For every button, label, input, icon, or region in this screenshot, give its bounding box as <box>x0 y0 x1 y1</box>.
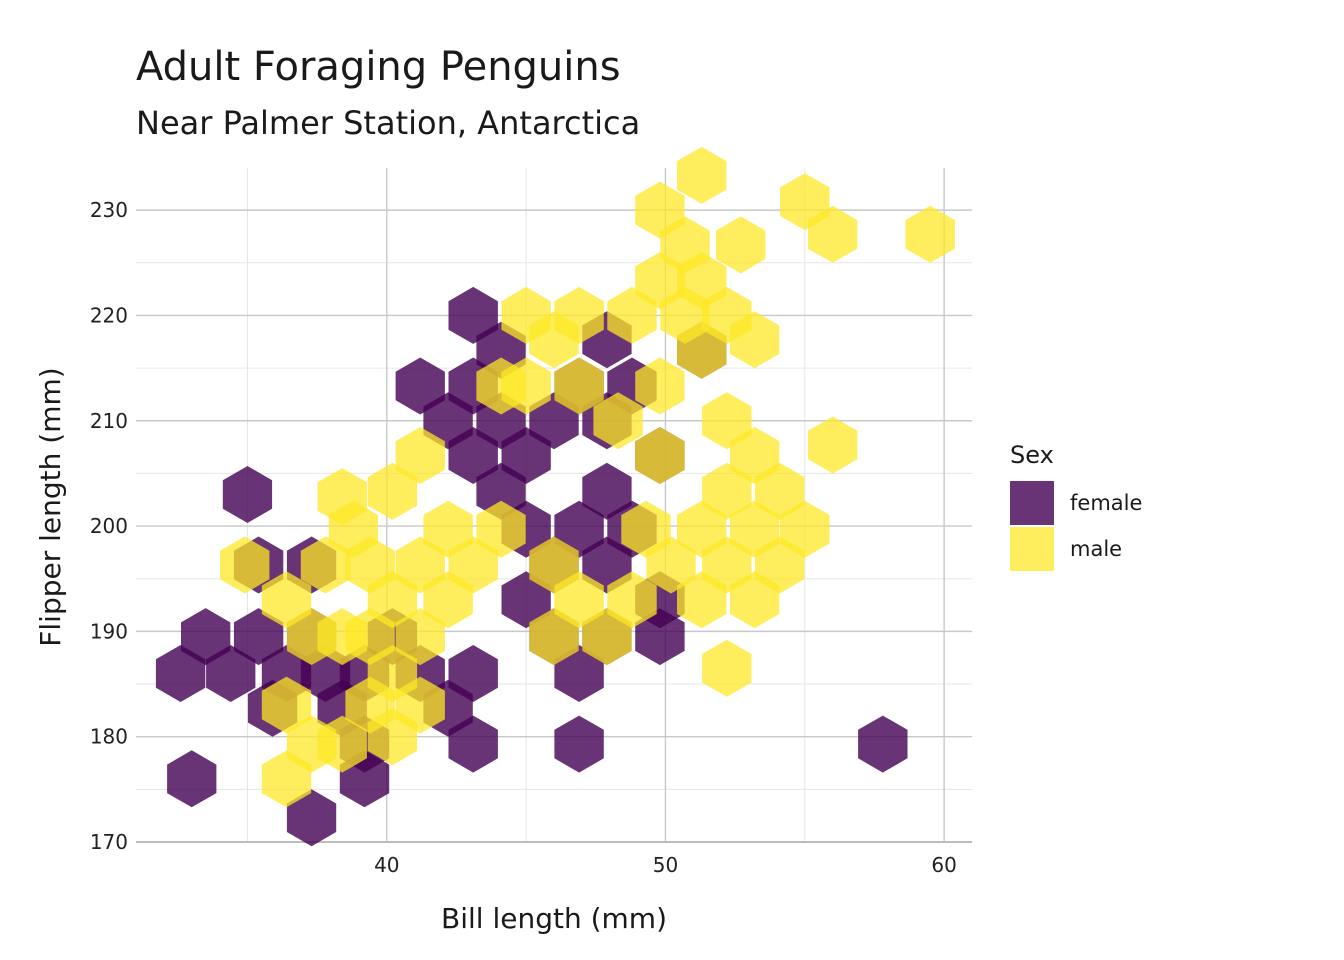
male-hex-bin <box>261 571 312 629</box>
y-tick-label: 180 <box>90 725 128 749</box>
male-hex-bin <box>716 216 766 274</box>
female-hex-bin <box>181 608 231 666</box>
y-tick-label: 210 <box>90 409 128 433</box>
male-hex-bin <box>395 536 445 594</box>
y-tick-label: 170 <box>90 830 128 854</box>
legend-swatch-female <box>1010 481 1054 525</box>
female-hex-bin <box>476 462 526 520</box>
female-hex-bin <box>554 715 604 773</box>
legend-swatch-male <box>1010 527 1054 571</box>
male-hexbins <box>220 146 955 808</box>
male-hex-bin <box>730 500 780 558</box>
y-tick-label: 230 <box>90 198 128 222</box>
male-hex-bin <box>395 427 445 484</box>
x-tick-label: 40 <box>374 853 399 877</box>
female-hex-bin <box>448 427 498 484</box>
male-hex-bin <box>677 146 727 204</box>
x-axis-ticks: 40 50 60 <box>374 853 957 877</box>
male-hex-bin <box>635 357 685 415</box>
female-hex-bin <box>858 715 908 773</box>
male-hex-bin <box>702 392 752 450</box>
male-hex-bin <box>677 500 727 558</box>
male-hex-bin <box>905 205 955 263</box>
male-hex-bin <box>367 571 418 629</box>
male-hex-bin <box>808 416 858 474</box>
female-hex-bin <box>448 715 498 773</box>
male-hex-bin <box>780 500 830 558</box>
female-hex-bin <box>554 500 604 558</box>
male-hex-bin <box>476 500 526 558</box>
male-hex-bin <box>702 536 752 594</box>
female-hex-bin <box>448 645 498 702</box>
male-hex-bin <box>448 536 498 594</box>
male-hex-bin <box>702 462 752 520</box>
legend: Sex female male <box>1010 441 1142 571</box>
male-hex-bin <box>395 608 445 666</box>
x-tick-label: 60 <box>931 853 956 877</box>
female-hex-bin <box>501 427 551 484</box>
y-tick-label: 220 <box>90 303 128 327</box>
male-hex-bin <box>808 205 858 263</box>
female-hex-bin <box>286 789 337 847</box>
male-hex-bin <box>367 462 418 520</box>
male-hex-bin <box>317 715 367 773</box>
y-tick-label: 190 <box>90 619 128 643</box>
legend-label-male: male <box>1070 537 1122 561</box>
male-hex-bin <box>607 571 657 629</box>
male-hex-bin <box>730 311 780 369</box>
x-axis-title: Bill length (mm) <box>441 902 667 935</box>
male-hex-bin <box>702 639 752 697</box>
male-hex-bin <box>367 708 418 766</box>
female-hex-bin <box>582 462 632 520</box>
male-hex-bin <box>635 427 685 484</box>
male-hex-bin <box>554 286 604 344</box>
female-hex-bin <box>233 608 284 666</box>
chart-subtitle: Near Palmer Station, Antarctica <box>136 104 640 142</box>
female-hex-bin <box>501 571 551 629</box>
female-hex-bin <box>167 750 217 808</box>
male-hex-bin <box>730 427 780 484</box>
legend-label-female: female <box>1070 491 1142 515</box>
female-hex-bin <box>222 466 273 523</box>
male-hex-bin <box>593 392 643 450</box>
female-hex-bin <box>395 357 445 415</box>
female-hex-bin <box>635 608 685 666</box>
male-hex-bin <box>300 536 351 594</box>
female-hex-bin <box>554 645 604 702</box>
male-hex-bin <box>621 500 671 558</box>
female-hex-bin <box>448 286 498 344</box>
male-hex-bin <box>261 750 312 808</box>
female-hex-bin <box>206 645 256 702</box>
female-hex-bin <box>155 645 206 702</box>
male-hex-bin <box>607 286 657 344</box>
male-hex-bin <box>554 571 604 629</box>
male-hex-bin <box>529 608 579 666</box>
x-tick-label: 50 <box>653 853 678 877</box>
male-hex-bin <box>423 500 473 558</box>
y-axis-title: Flipper length (mm) <box>34 367 67 646</box>
male-hex-bin <box>755 462 805 520</box>
male-hex-bin <box>317 468 367 526</box>
male-hex-bin <box>755 536 805 594</box>
y-axis-ticks: 170 180 190 200 210 220 230 <box>90 198 128 854</box>
male-hex-bin <box>582 608 632 666</box>
male-hex-bin <box>261 676 312 734</box>
male-hex-bin <box>554 357 604 415</box>
legend-title: Sex <box>1010 441 1054 469</box>
male-hex-bin <box>501 357 551 415</box>
y-tick-label: 200 <box>90 514 128 538</box>
male-hex-bin <box>220 536 270 594</box>
chart-title: Adult Foraging Penguins <box>136 44 621 90</box>
male-hex-bin <box>646 536 696 594</box>
